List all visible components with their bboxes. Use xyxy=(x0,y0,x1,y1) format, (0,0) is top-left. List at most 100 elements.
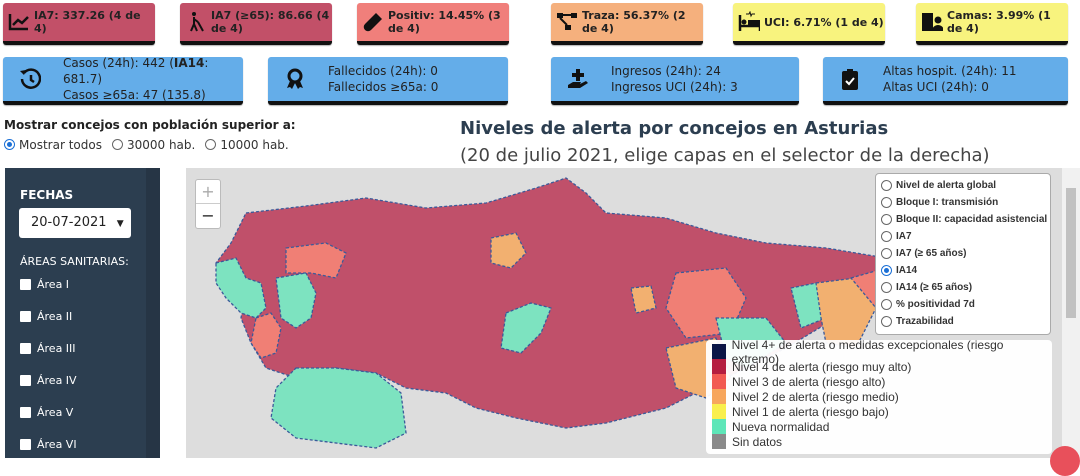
area-checkbox-3[interactable]: Área III xyxy=(20,342,76,355)
stat-line-2: Ingresos UCI (24h): 3 xyxy=(611,80,738,94)
radio-icon[interactable] xyxy=(881,282,892,293)
layer-option-label: Bloque II: capacidad asistencial xyxy=(896,214,1048,225)
radio-icon[interactable] xyxy=(111,139,123,150)
sidebar-scrollbar[interactable] xyxy=(146,168,160,458)
legend-swatch xyxy=(712,359,726,374)
legend-label: Nivel 2 de alerta (riesgo medio) xyxy=(732,389,899,404)
areas-label: ÁREAS SANITARIAS: xyxy=(20,255,129,268)
region-level3 xyxy=(250,312,282,359)
radio-icon[interactable] xyxy=(881,299,892,310)
scrollbar-thumb[interactable] xyxy=(1066,188,1076,318)
area-checkbox-2[interactable]: Área II xyxy=(20,310,72,323)
legend-item: Sin datos xyxy=(712,434,1046,449)
layer-option[interactable]: % positividad 7d xyxy=(881,296,1045,313)
indicator-label: Traza: 56.37% (2 de 4) xyxy=(582,9,686,35)
checkbox-icon[interactable] xyxy=(20,407,31,418)
legend-label: Nueva normalidad xyxy=(732,419,830,434)
radio-icon[interactable] xyxy=(881,197,892,208)
radio-icon[interactable] xyxy=(881,248,892,259)
area-label: Área VI xyxy=(37,438,77,451)
sidebar: FECHAS 20-07-2021 ▼ ÁREAS SANITARIAS: Ár… xyxy=(5,168,160,458)
population-filter: Mostrar todos 30000 hab. 10000 hab. xyxy=(4,138,289,152)
layer-option[interactable]: Bloque II: capacidad asistencial xyxy=(881,211,1048,228)
zoom-control: + − xyxy=(195,179,221,229)
legend-item: Nivel 4 de alerta (riesgo muy alto) xyxy=(712,359,1046,374)
legend-label: Nivel 3 de alerta (riesgo alto) xyxy=(732,374,886,389)
area-checkbox-1[interactable]: Área I xyxy=(20,278,69,291)
map[interactable]: + − Nivel de alerta global Bloque I: tran… xyxy=(186,168,1062,458)
layer-option-label: Trazabilidad xyxy=(896,316,954,327)
radio-icon[interactable] xyxy=(205,139,217,150)
layer-option[interactable]: Bloque I: transmisión xyxy=(881,194,1045,211)
clipboard-check-icon xyxy=(842,69,858,90)
history-icon xyxy=(20,68,41,89)
checkbox-icon[interactable] xyxy=(20,279,31,290)
checkbox-icon[interactable] xyxy=(20,439,31,450)
layer-option[interactable]: Trazabilidad xyxy=(881,313,1045,330)
layer-option-label: IA14 (≥ 65 años) xyxy=(896,282,973,293)
stat-line-2: Fallecidos ≥65a: 0 xyxy=(328,80,439,94)
ribbon-icon xyxy=(287,68,303,89)
legend-swatch xyxy=(712,419,726,434)
stat-line-1: Casos (24h): 442 (IA14: 681.7) xyxy=(63,56,209,86)
filter-option-30000[interactable]: 30000 hab. xyxy=(111,138,195,152)
indicator-card: IA7: 337.26 (4 de 4) xyxy=(3,3,155,45)
layer-option[interactable]: IA14 xyxy=(881,262,1045,279)
radio-icon[interactable] xyxy=(881,265,892,276)
filter-option-all[interactable]: Mostrar todos xyxy=(4,138,102,152)
stat-card: Ingresos (24h): 24 Ingresos UCI (24h): 3 xyxy=(551,57,799,105)
date-dropdown[interactable]: 20-07-2021 ▼ xyxy=(19,208,131,238)
indicator-card: UCI: 6.71% (1 de 4) xyxy=(733,3,885,45)
region-new-normal xyxy=(270,367,407,449)
radio-icon[interactable] xyxy=(881,180,892,191)
indicator-label: Positiv: 14.45% (3 de 4) xyxy=(388,9,501,35)
indicator-card: Traza: 56.37% (2 de 4) xyxy=(551,3,703,45)
map-legend: Nivel 4+ de alerta o medidas excepcional… xyxy=(706,338,1052,454)
legend-swatch xyxy=(712,434,726,449)
legend-item: Nivel 4+ de alerta o medidas excepcional… xyxy=(712,338,1046,366)
filter-option-label: Mostrar todos xyxy=(19,138,102,152)
fechas-label: FECHAS xyxy=(20,188,74,202)
zoom-out-button[interactable]: − xyxy=(201,206,215,225)
radio-icon[interactable] xyxy=(881,231,892,242)
legend-item: Nivel 2 de alerta (riesgo medio) xyxy=(712,389,1046,404)
area-checkbox-6[interactable]: Área VI xyxy=(20,438,77,451)
legend-swatch xyxy=(712,404,726,419)
legend-swatch xyxy=(712,389,726,404)
legend-item: Nivel 3 de alerta (riesgo alto) xyxy=(712,374,1046,389)
checkbox-icon[interactable] xyxy=(20,311,31,322)
chart-line-icon xyxy=(8,14,29,31)
page-scrollbar[interactable] xyxy=(1062,168,1080,458)
zoom-in-button[interactable]: + xyxy=(196,180,220,204)
stat-line-2: Casos ≥65a: 47 (135.8) xyxy=(63,88,206,102)
layer-option[interactable]: IA14 (≥ 65 años) xyxy=(881,279,1045,296)
checkbox-icon[interactable] xyxy=(20,343,31,354)
layer-option[interactable]: Nivel de alerta global xyxy=(881,177,1045,194)
stat-line-1: Altas hospit. (24h): 11 xyxy=(883,64,1017,78)
hospital-user-icon xyxy=(922,13,943,31)
radio-icon[interactable] xyxy=(881,316,892,327)
radio-icon[interactable] xyxy=(881,214,892,225)
area-label: Área II xyxy=(37,310,73,323)
indicator-card: Camas: 3.99% (1 de 4) xyxy=(916,3,1068,45)
region-level2 xyxy=(490,232,527,269)
asturias-map[interactable] xyxy=(186,168,1062,458)
indicator-label: IA7 (≥65): 86.66 (4 de 4) xyxy=(211,9,330,35)
legend-label: Sin datos xyxy=(732,434,783,449)
filter-option-10000[interactable]: 10000 hab. xyxy=(205,138,289,152)
region-new-normal xyxy=(500,302,552,354)
legend-label: Nivel 1 de alerta (riesgo bajo) xyxy=(732,404,889,419)
back-to-top-button[interactable] xyxy=(1050,446,1080,476)
layer-option[interactable]: IA7 (≥ 65 años) xyxy=(881,245,1045,262)
area-label: Área III xyxy=(37,342,76,355)
legend-label: Nivel 4+ de alerta o medidas excepcional… xyxy=(731,337,1004,366)
radio-icon[interactable] xyxy=(4,139,15,150)
population-filter-title: Mostrar concejos con población superior … xyxy=(4,118,296,132)
layer-selector: Nivel de alerta global Bloque I: transmis… xyxy=(875,173,1051,335)
area-checkbox-4[interactable]: Área IV xyxy=(20,374,77,387)
checkbox-icon[interactable] xyxy=(20,375,31,386)
indicator-label: UCI: 6.71% (1 de 4) xyxy=(764,15,884,29)
stat-line-2: Altas UCI (24h): 0 xyxy=(883,80,989,94)
area-checkbox-5[interactable]: Área V xyxy=(20,406,73,419)
layer-option[interactable]: IA7 xyxy=(881,228,1045,245)
